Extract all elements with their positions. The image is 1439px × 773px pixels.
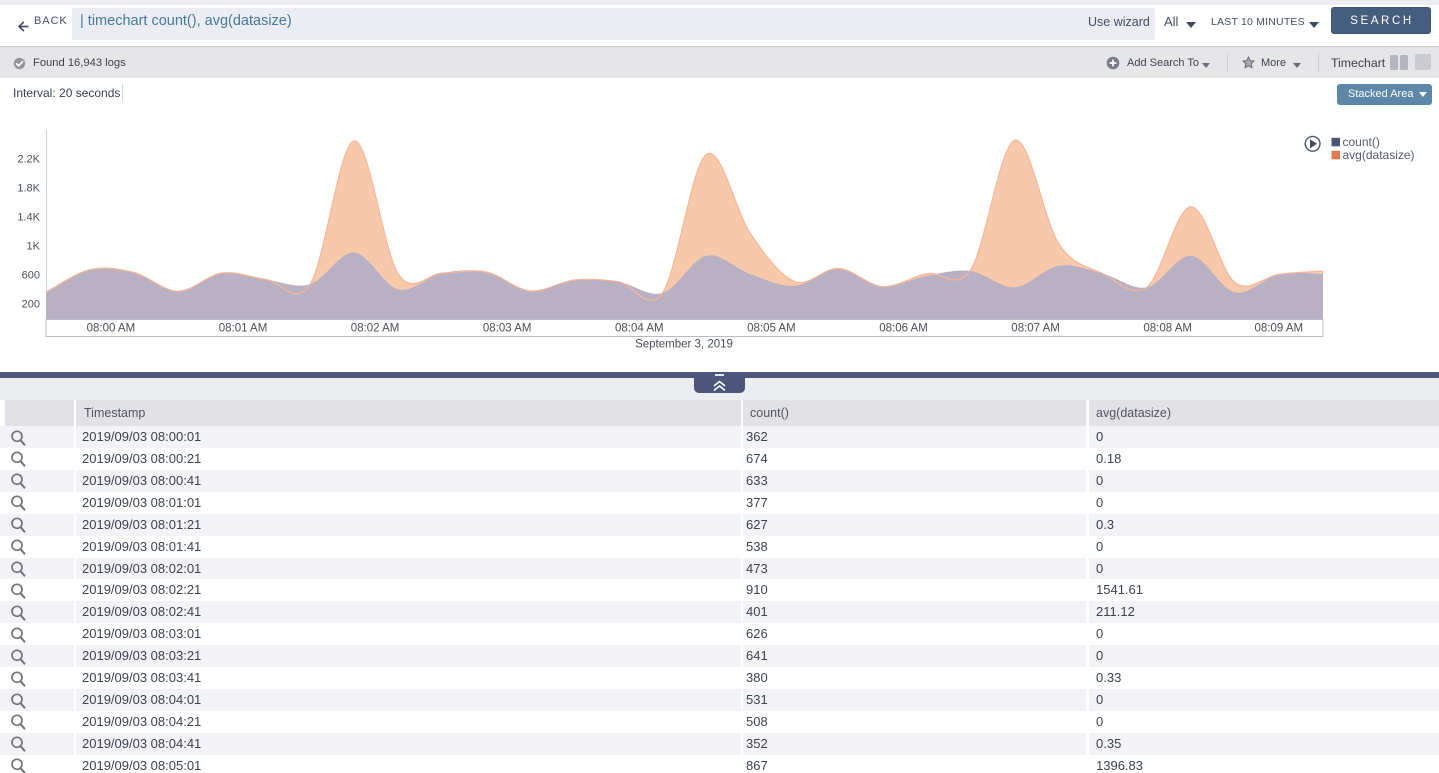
svg-text:08:04 AM: 08:04 AM: [615, 323, 664, 335]
svg-text:2.2K: 2.2K: [17, 154, 40, 166]
svg-text:08:01 AM: 08:01 AM: [219, 323, 268, 335]
svg-text:08:06 AM: 08:06 AM: [879, 323, 928, 335]
svg-text:08:00 AM: 08:00 AM: [87, 323, 136, 335]
svg-text:1.8K: 1.8K: [17, 183, 40, 195]
svg-text:08:08 AM: 08:08 AM: [1143, 323, 1192, 335]
svg-text:count(): count(): [1343, 135, 1380, 149]
svg-text:08:07 AM: 08:07 AM: [1011, 323, 1060, 335]
svg-text:600: 600: [22, 270, 40, 282]
svg-text:1.4K: 1.4K: [17, 212, 40, 224]
svg-text:08:05 AM: 08:05 AM: [747, 323, 796, 335]
svg-text:08:03 AM: 08:03 AM: [483, 323, 532, 335]
svg-text:1K: 1K: [27, 241, 41, 253]
svg-text:September 3, 2019: September 3, 2019: [635, 339, 733, 351]
svg-text:08:02 AM: 08:02 AM: [351, 323, 400, 335]
svg-text:200: 200: [22, 299, 40, 311]
svg-text:08:09 AM: 08:09 AM: [1255, 323, 1304, 335]
svg-text:avg(datasize): avg(datasize): [1343, 148, 1415, 162]
